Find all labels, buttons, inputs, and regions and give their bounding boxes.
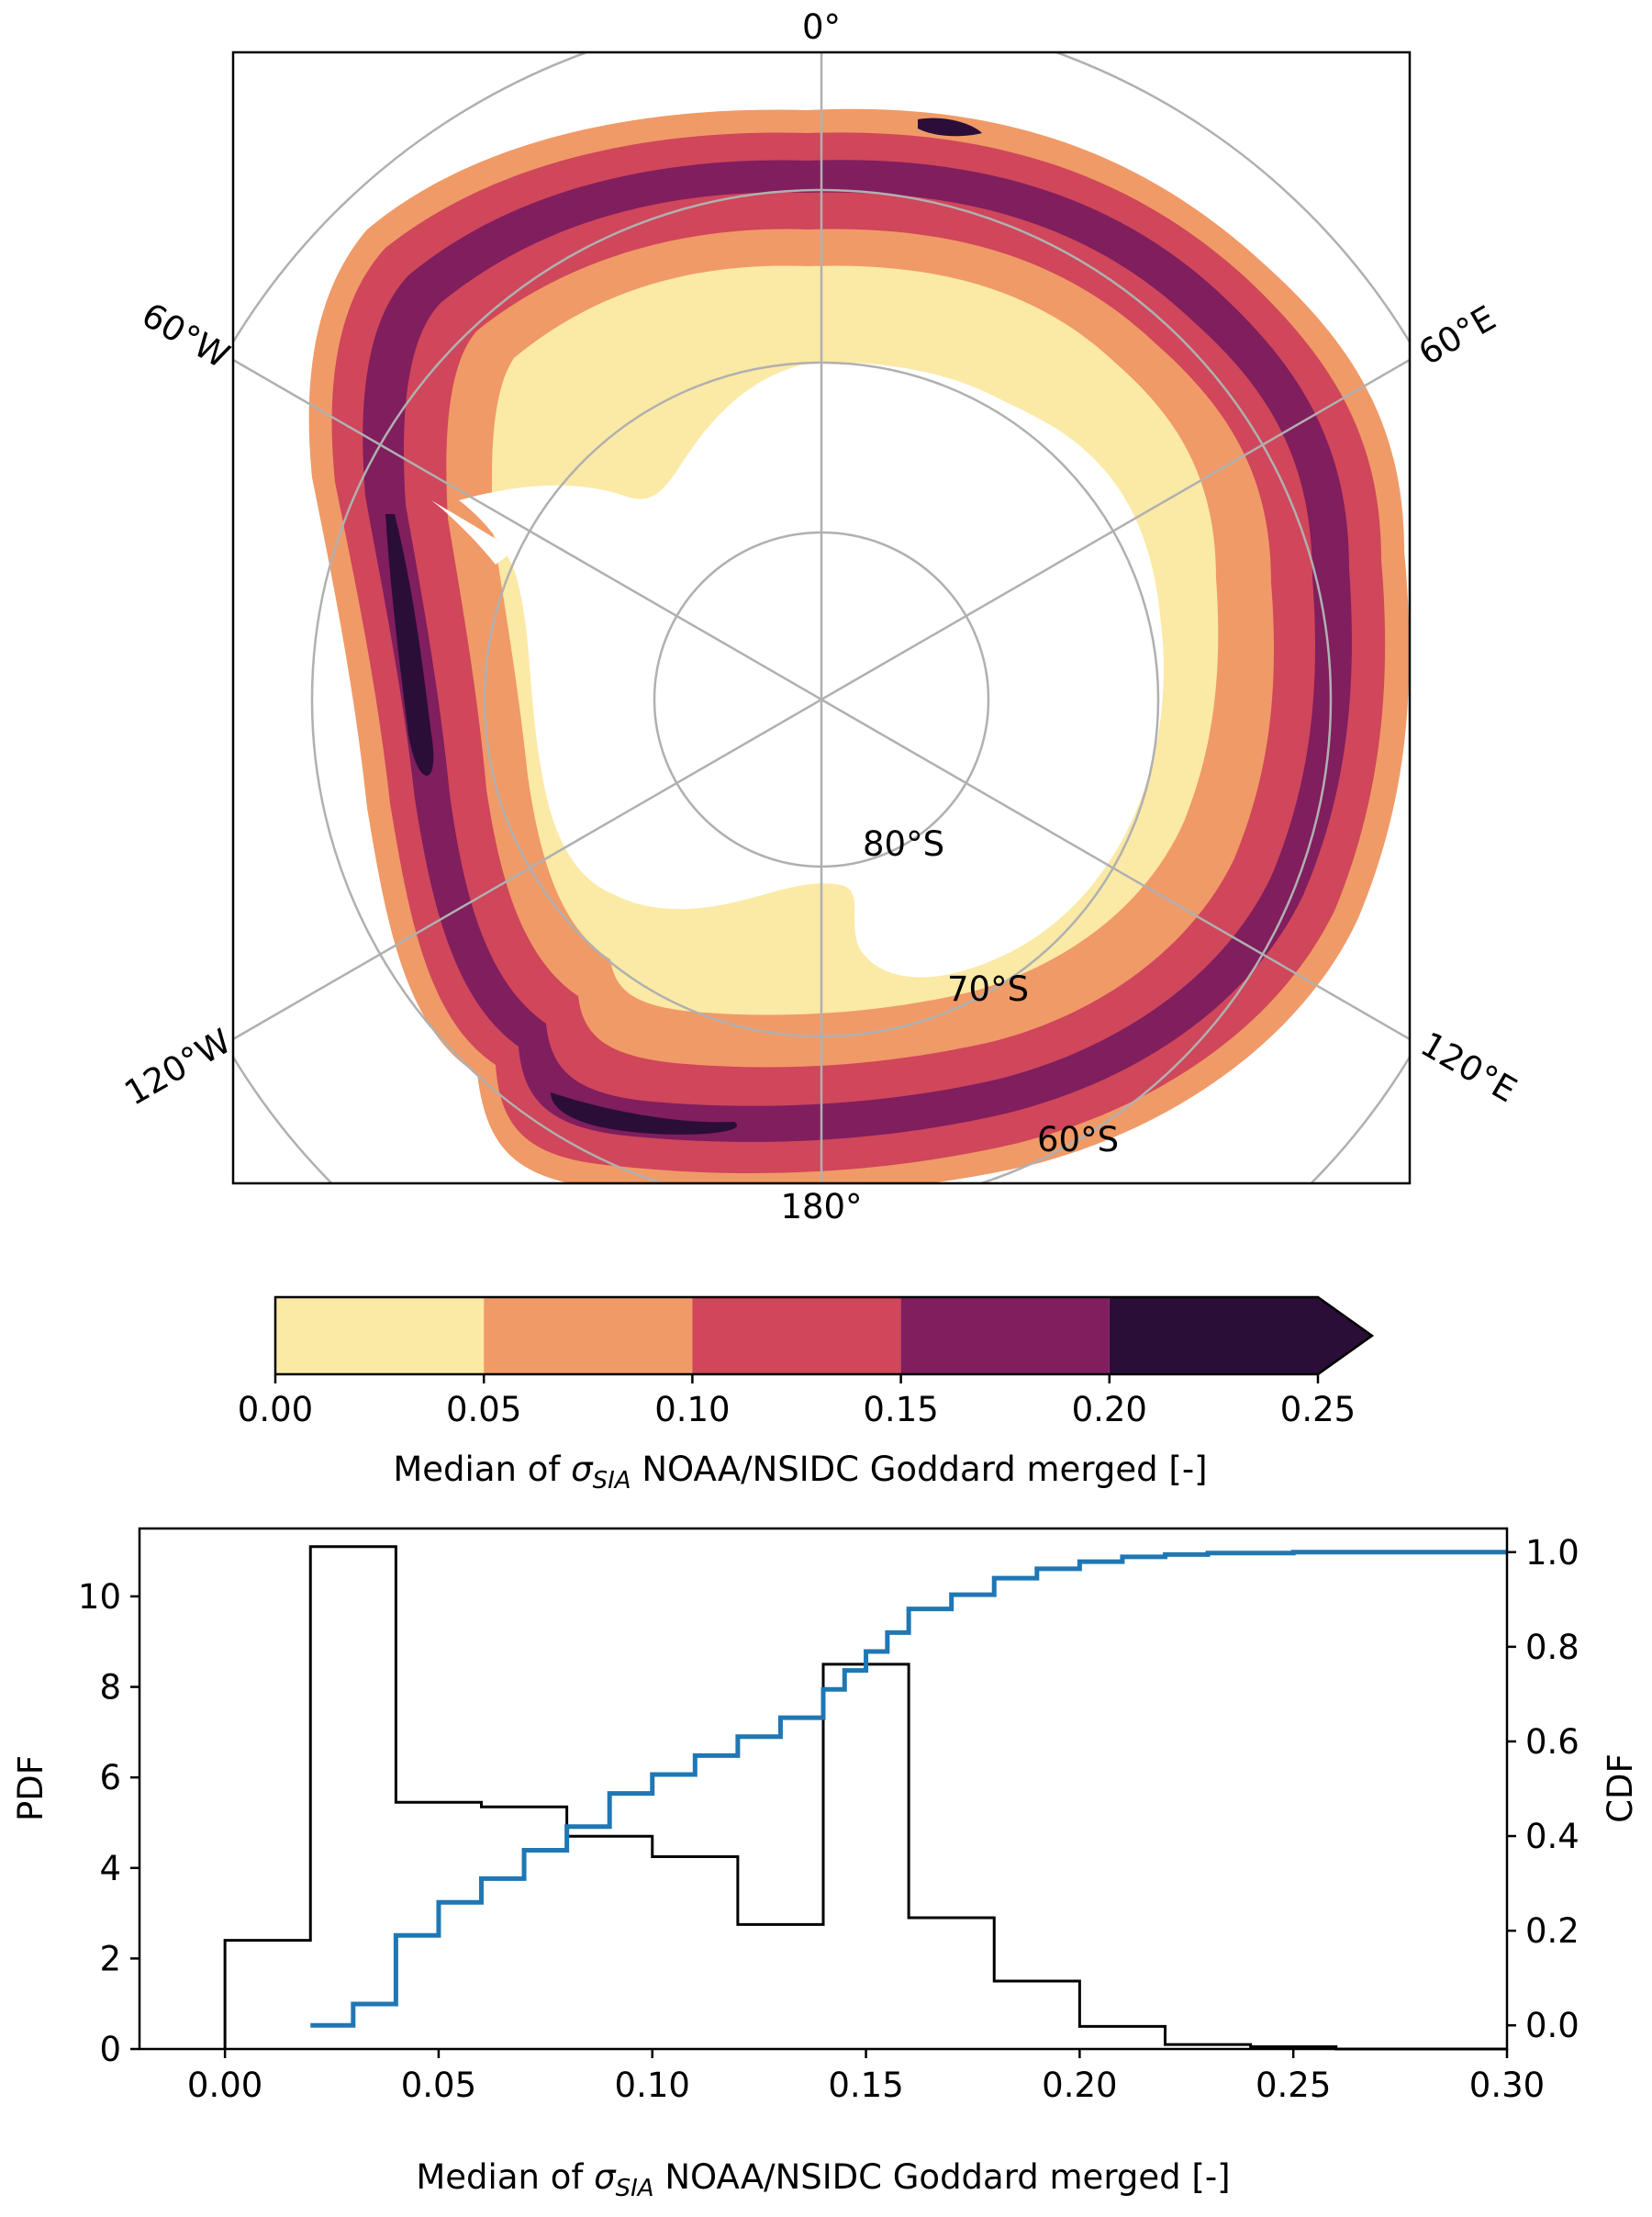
y-left-tick-label: 6 bbox=[99, 1758, 121, 1797]
colorbar-bin-0 bbox=[275, 1297, 485, 1374]
lon-label-0: 0° bbox=[802, 7, 841, 47]
colorbar-tick-label: 0.15 bbox=[863, 1390, 938, 1429]
distribution-chart: 0.00 0.05 0.10 0.15 0.20 0.25 0.30 0 2 4 6 8 10 0.0… bbox=[11, 1527, 1640, 2202]
y-left-tick-label: 4 bbox=[99, 1849, 121, 1888]
chart-y-label-right: CDF bbox=[1601, 1753, 1640, 1823]
antarctic-peninsula bbox=[431, 500, 514, 565]
colorbar-label-suffix: NOAA/NSIDC Goddard merged [-] bbox=[631, 1450, 1208, 1489]
y-left-tick-label: 0 bbox=[99, 2030, 121, 2069]
x-tick-label: 0.10 bbox=[615, 2066, 690, 2105]
colorbar-tick-label: 0.10 bbox=[654, 1390, 730, 1429]
colorbar-extend-arrow bbox=[1318, 1297, 1372, 1374]
polar-map: 0° 180° 60°E 60°W 120°E 120°W 80°S 70°S … bbox=[118, 7, 1524, 1226]
y-right-tick-label: 0.2 bbox=[1525, 1911, 1579, 1951]
lon-label-120w: 120°W bbox=[118, 1022, 238, 1114]
chart-x-label-prefix: Median of bbox=[416, 2157, 594, 2197]
y-right-tick-label: 0.8 bbox=[1525, 1628, 1579, 1667]
colorbar-tick-label: 0.05 bbox=[446, 1390, 521, 1429]
ice-band-bin5-b bbox=[551, 1092, 738, 1135]
graticule bbox=[233, 52, 1410, 1183]
lat-label-70s: 70°S bbox=[947, 969, 1029, 1009]
chart-x-label-suffix: NOAA/NSIDC Goddard merged [-] bbox=[654, 2157, 1231, 2197]
colorbar-label: Median of σSIA NOAA/NSIDC Goddard merged… bbox=[393, 1450, 1207, 1495]
pdf-histogram-line bbox=[223, 1545, 1507, 2051]
chart-marks bbox=[223, 1545, 1507, 2051]
ice-band-bin5-c bbox=[918, 118, 982, 137]
antarctica-landmass bbox=[459, 362, 1164, 978]
chart-x-label-subscript: SIA bbox=[616, 2175, 654, 2202]
x-tick-label: 0.05 bbox=[401, 2066, 476, 2105]
y-ticks-left: 0 2 4 6 8 10 bbox=[78, 1577, 140, 2069]
cdf-step-line bbox=[310, 1550, 1507, 2028]
x-ticks: 0.00 0.05 0.10 0.15 0.20 0.25 0.30 bbox=[187, 2049, 1545, 2105]
x-tick-label: 0.25 bbox=[1256, 2066, 1331, 2105]
colorbar-bin-3 bbox=[900, 1297, 1110, 1374]
chart-x-label: Median of σSIA NOAA/NSIDC Goddard merged… bbox=[416, 2157, 1230, 2202]
x-tick-label: 0.20 bbox=[1042, 2066, 1117, 2105]
lon-label-120e: 120°E bbox=[1414, 1025, 1524, 1110]
chart-frame bbox=[138, 1527, 1509, 2051]
y-ticks-right: 0.0 0.2 0.4 0.6 0.8 1.0 bbox=[1507, 1533, 1579, 2045]
colorbar-outline bbox=[273, 1295, 1375, 1376]
colorbar-label-symbol: σ bbox=[571, 1450, 594, 1489]
colorbar-tick-label: 0.20 bbox=[1072, 1390, 1147, 1429]
colorbar-tick-label: 0.25 bbox=[1280, 1390, 1356, 1429]
x-tick-label: 0.30 bbox=[1469, 2066, 1545, 2105]
lat-label-80s: 80°S bbox=[863, 824, 944, 864]
colorbar-ticks: 0.00 0.05 0.10 0.15 0.20 0.25 bbox=[238, 1374, 1356, 1429]
colorbar-bin-4 bbox=[1109, 1297, 1318, 1374]
map-frame bbox=[231, 50, 1412, 1185]
colorbar-tick-label: 0.00 bbox=[238, 1390, 313, 1429]
y-left-tick-label: 8 bbox=[99, 1668, 121, 1708]
lat-label-60s: 60°S bbox=[1037, 1120, 1119, 1159]
ice-band-bin5-a bbox=[385, 514, 434, 776]
lon-label-60e: 60°E bbox=[1412, 298, 1502, 374]
lon-label-180: 180° bbox=[780, 1187, 862, 1226]
colorbar-label-subscript: SIA bbox=[593, 1467, 631, 1495]
colorbar-bin-1 bbox=[484, 1297, 693, 1374]
chart-y-label-left: PDF bbox=[11, 1755, 50, 1821]
y-left-tick-label: 10 bbox=[78, 1577, 121, 1617]
x-tick-label: 0.15 bbox=[828, 2066, 903, 2105]
y-right-tick-label: 0.0 bbox=[1525, 2006, 1579, 2045]
y-right-tick-label: 1.0 bbox=[1525, 1533, 1579, 1573]
colorbar-bins bbox=[275, 1297, 1318, 1374]
y-right-tick-label: 0.4 bbox=[1525, 1817, 1579, 1856]
colorbar-label-prefix: Median of bbox=[393, 1450, 571, 1489]
y-left-tick-label: 2 bbox=[99, 1939, 121, 1978]
colorbar: 0.00 0.05 0.10 0.15 0.20 0.25 Median of σSIA … bbox=[238, 1295, 1375, 1495]
y-right-tick-label: 0.6 bbox=[1525, 1722, 1579, 1762]
colorbar-bin-2 bbox=[692, 1297, 901, 1374]
lon-label-60w: 60°W bbox=[135, 295, 236, 375]
x-tick-label: 0.00 bbox=[187, 2066, 262, 2105]
chart-x-label-symbol: σ bbox=[594, 2157, 617, 2197]
